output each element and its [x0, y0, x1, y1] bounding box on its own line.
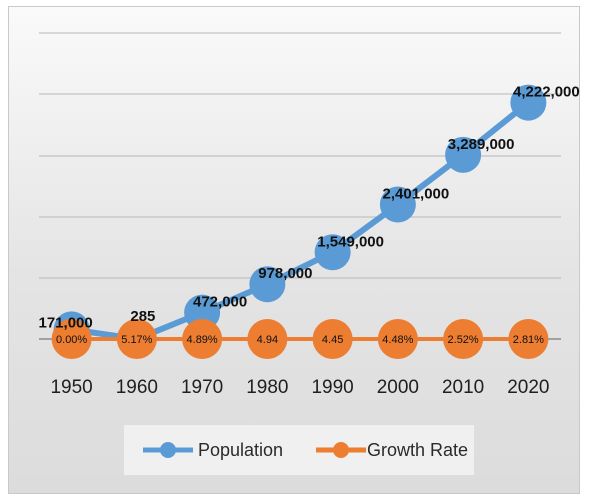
growth-rate-point [377, 319, 418, 359]
growth-rate-data-label: 2.81% [513, 334, 544, 346]
legend-population-label: Population [198, 440, 283, 460]
population-data-label: 978,000 [258, 265, 312, 282]
growth-rate-data-label: 2.52% [448, 334, 479, 346]
growth-rate-data-label: 4.89% [187, 334, 218, 346]
legend-growth-rate-label: Growth Rate [367, 440, 468, 460]
chart-frame: 171,000 285 472,000 978,000 1,549,000 2,401,0… [8, 6, 580, 494]
gridlines [39, 32, 561, 340]
population-data-label: 2,401,000 [383, 186, 450, 203]
population-point [379, 186, 416, 223]
growth-rate-data-label: 4.48% [382, 334, 413, 346]
population-data-label: 3,289,000 [448, 136, 515, 153]
legend: Population Growth Rate [124, 425, 474, 475]
population-data-label: 4,222,000 [513, 84, 580, 101]
population-point [314, 234, 351, 271]
population-data-label: 285 [130, 308, 155, 325]
population-point [445, 136, 482, 173]
population-data-label: 472,000 [193, 294, 247, 311]
series-layer [51, 84, 549, 359]
x-tick-label: 2010 [442, 377, 484, 398]
growth-rate-point [51, 319, 92, 359]
x-tick-label: 1980 [246, 377, 288, 398]
growth-rate-data-label: 0.00% [56, 334, 87, 346]
x-axis-ticks: 1950 1960 1970 1980 1990 2000 2010 2020 [50, 377, 549, 398]
data-labels: 171,000 285 472,000 978,000 1,549,000 2,401,0… [39, 84, 580, 346]
x-tick-label: 1970 [181, 377, 223, 398]
population-data-label: 171,000 [39, 314, 93, 331]
x-tick-label: 2000 [377, 377, 419, 398]
x-tick-label: 1960 [116, 377, 158, 398]
growth-rate-point [443, 319, 484, 359]
growth-rate-point [116, 319, 157, 359]
growth-rate-data-label: 5.17% [121, 334, 152, 346]
population-point [249, 266, 286, 303]
population-point [510, 84, 547, 121]
x-tick-label: 2020 [507, 377, 549, 398]
growth-rate-data-label: 4.45 [322, 334, 343, 346]
line-chart: 171,000 285 472,000 978,000 1,549,000 2,401,0… [39, 32, 580, 475]
legend-population-marker [160, 442, 176, 458]
legend-growth-rate-marker [333, 442, 349, 458]
growth-rate-point [508, 319, 549, 359]
growth-rate-data-label: 4.94 [257, 334, 278, 346]
x-tick-label: 1950 [50, 377, 92, 398]
growth-rate-point [247, 319, 288, 359]
population-data-label: 1,549,000 [317, 233, 384, 250]
growth-rate-point [312, 319, 353, 359]
x-tick-label: 1990 [311, 377, 353, 398]
growth-rate-point [182, 319, 223, 359]
